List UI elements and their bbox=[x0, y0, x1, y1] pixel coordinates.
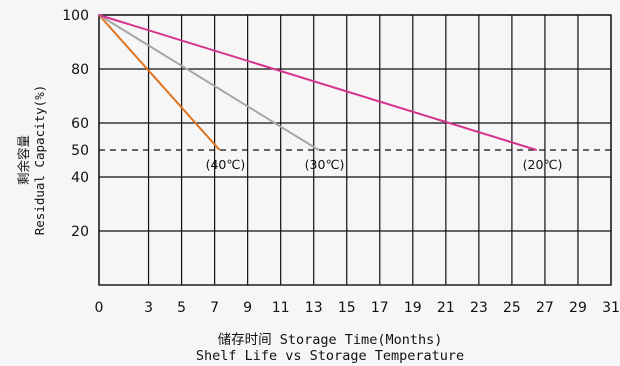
x-tick-label: 25 bbox=[503, 300, 521, 316]
y-axis-label-cn: 剩余容量 bbox=[16, 135, 31, 185]
series-label: (30℃) bbox=[305, 157, 345, 172]
y-tick-label: 50 bbox=[71, 143, 89, 159]
x-tick-label: 29 bbox=[569, 300, 587, 316]
x-tick-label: 7 bbox=[210, 300, 219, 316]
series-line bbox=[98, 14, 537, 151]
tick-labels: 0 3 5 7 9 11 13 15 17 19 21 23 25 27 29 31 20 40 50 60 80 100 bbox=[62, 8, 620, 316]
y-tick-label: 20 bbox=[71, 224, 89, 240]
grid bbox=[98, 14, 612, 286]
x-tick-label: 9 bbox=[243, 300, 252, 316]
x-tick-label: 21 bbox=[437, 300, 455, 316]
x-tick-label: 5 bbox=[177, 300, 186, 316]
x-tick-label: 19 bbox=[404, 300, 422, 316]
y-tick-label: 60 bbox=[71, 116, 89, 132]
x-tick-label: 15 bbox=[338, 300, 356, 316]
chart-title: Shelf Life vs Storage Temperature bbox=[196, 348, 464, 364]
x-tick-label: 31 bbox=[602, 300, 620, 316]
series-layer bbox=[98, 14, 537, 151]
x-axis-label: 储存时间 Storage Time(Months) bbox=[218, 332, 443, 348]
x-tick-label: 11 bbox=[272, 300, 290, 316]
y-tick-label: 40 bbox=[71, 170, 89, 186]
y-tick-label: 100 bbox=[62, 8, 89, 24]
series-label: (40℃) bbox=[206, 157, 246, 172]
x-tick-label: 3 bbox=[144, 300, 153, 316]
x-tick-label: 23 bbox=[470, 300, 488, 316]
y-tick-label: 80 bbox=[71, 62, 89, 78]
series-label: (20℃) bbox=[523, 157, 563, 172]
annotations: (40℃) (30℃) (20℃) bbox=[206, 157, 563, 172]
x-tick-label: 13 bbox=[305, 300, 323, 316]
x-tick-label: 0 bbox=[95, 300, 104, 316]
x-tick-label: 17 bbox=[371, 300, 389, 316]
series-line bbox=[98, 14, 320, 151]
y-axis-label-en: Residual Capacity(%) bbox=[32, 85, 47, 236]
series-line bbox=[98, 14, 221, 151]
x-tick-label: 27 bbox=[536, 300, 554, 316]
